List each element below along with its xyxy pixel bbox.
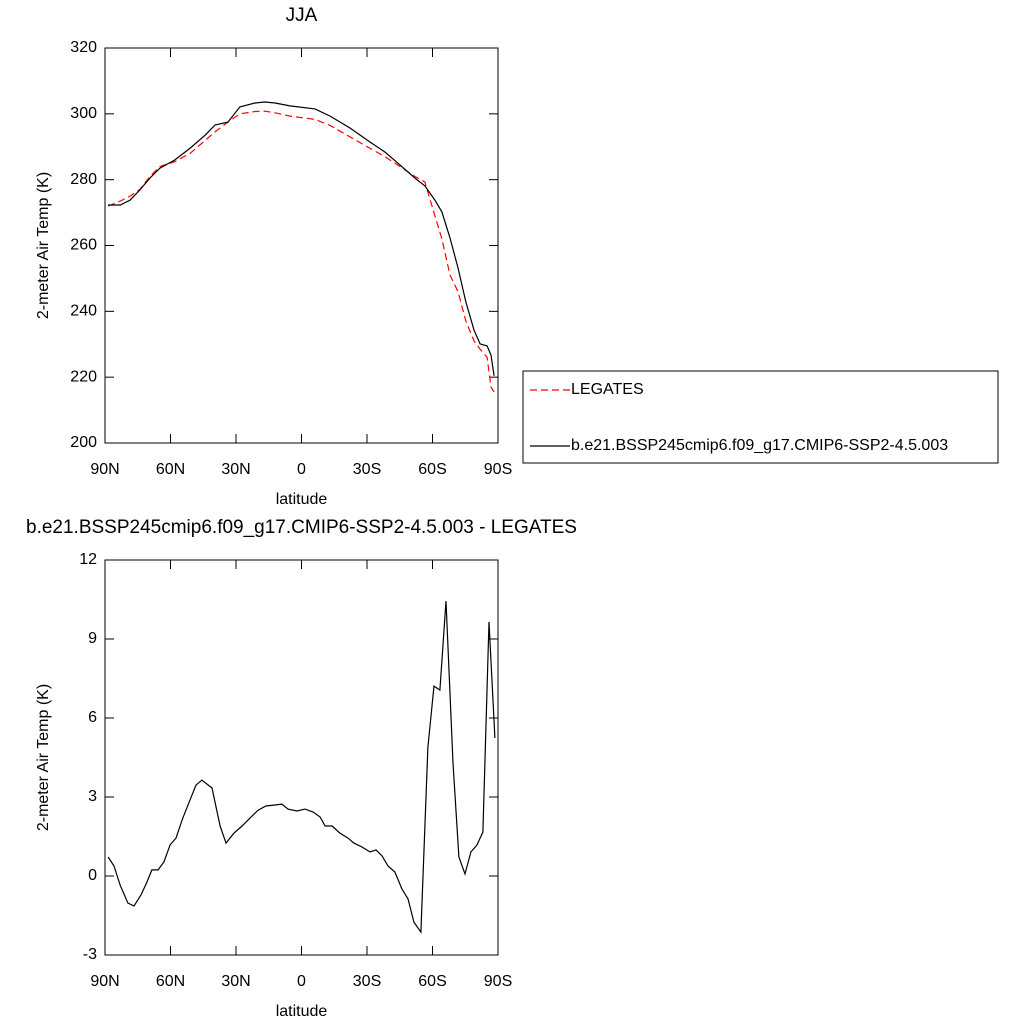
data-line [107,601,496,934]
legend-label: LEGATES [571,381,644,398]
y-tick-label: 220 [70,368,97,385]
x-tick-label: 0 [297,461,306,478]
legend-box [522,370,999,464]
y-tick-label: 3 [88,788,97,805]
x-tick-label: 60N [156,973,185,990]
plot-frame [104,559,499,956]
chart-title: b.e21.BSSP245cmip6.f09_g17.CMIP6-SSP2-4.… [26,517,577,538]
x-axis-label: latitude [276,1003,328,1020]
y-tick-label: 200 [70,434,97,451]
x-tick-label: 30N [221,461,250,478]
x-axis-label: latitude [276,491,328,508]
x-tick-label: 90N [90,973,119,990]
x-tick-label: 60N [156,461,185,478]
y-tick-label: -3 [83,946,97,963]
y-tick-label: 0 [88,867,97,884]
x-tick-label: 90S [484,461,512,478]
y-tick-label: 300 [70,105,97,122]
x-tick-label: 30N [221,973,250,990]
chart-title: JJA [286,5,318,26]
y-axis-label: 2-meter Air Temp (K) [35,684,52,831]
data-line [107,110,495,393]
y-tick-label: 6 [88,709,97,726]
x-tick-label: 0 [297,973,306,990]
y-axis-label: 2-meter Air Temp (K) [35,172,52,319]
x-tick-label: 60S [418,973,446,990]
y-tick-label: 260 [70,237,97,254]
data-line [108,101,495,376]
y-tick-label: 280 [70,171,97,188]
y-tick-label: 12 [79,551,97,568]
x-tick-label: 30S [353,461,381,478]
legend-label: b.e21.BSSP245cmip6.f09_g17.CMIP6-SSP2-4.… [571,437,948,454]
x-tick-label: 30S [353,973,381,990]
y-tick-label: 320 [70,39,97,56]
x-tick-label: 90S [484,973,512,990]
y-tick-label: 240 [70,303,97,320]
x-tick-label: 60S [418,461,446,478]
y-tick-label: 9 [88,630,97,647]
x-tick-label: 90N [90,461,119,478]
